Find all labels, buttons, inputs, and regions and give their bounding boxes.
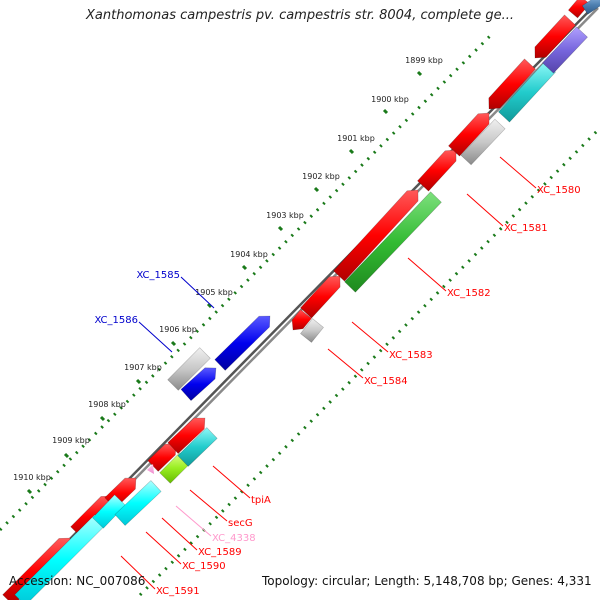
gene-feature-arrow bbox=[448, 112, 490, 157]
summary-text: Topology: circular; Length: 5,148,708 bp… bbox=[262, 574, 592, 588]
gene-leader-line bbox=[466, 193, 504, 227]
gene-leader-line bbox=[407, 257, 447, 292]
scale-tick bbox=[135, 378, 142, 385]
kbp-tick-label: 1900 kbp bbox=[371, 95, 409, 104]
gene-leader-line bbox=[189, 489, 228, 522]
gene-feature-arrow bbox=[214, 315, 271, 371]
gene-leader-line bbox=[351, 321, 389, 353]
kbp-tick-label: 1905 kbp bbox=[195, 288, 233, 297]
gene-feature-arrow bbox=[177, 427, 218, 467]
scale-track-outer bbox=[0, 34, 492, 532]
scale-tick bbox=[170, 340, 177, 347]
kbp-tick-label: 1902 kbp bbox=[302, 172, 340, 181]
gene-label[interactable]: XC_1584 bbox=[364, 376, 408, 387]
gene-leader-line bbox=[212, 465, 251, 499]
gene-feature-arrow bbox=[167, 417, 206, 454]
kbp-tick-label: 1903 kbp bbox=[266, 211, 304, 220]
kbp-tick-label: 1906 kbp bbox=[159, 325, 197, 334]
scale-track-inner bbox=[138, 126, 600, 597]
gene-feature-arrow bbox=[300, 318, 324, 343]
scale-tick bbox=[26, 488, 33, 495]
gene-label[interactable]: XC_1581 bbox=[504, 223, 548, 234]
gene-leader-line bbox=[120, 555, 156, 590]
scale-tick bbox=[416, 70, 423, 77]
gene-leader-line bbox=[499, 156, 537, 189]
kbp-tick-label: 1901 kbp bbox=[337, 134, 375, 143]
kbp-tick-label: 1904 kbp bbox=[230, 250, 268, 259]
gene-label[interactable]: XC_1590 bbox=[182, 561, 226, 572]
scale-tick bbox=[313, 186, 320, 193]
gene-feature-arrow bbox=[167, 347, 211, 391]
kbp-tick-label: 1908 kbp bbox=[88, 400, 126, 409]
gene-feature-arrow bbox=[14, 514, 106, 600]
gene-leader-line bbox=[175, 505, 212, 537]
kbp-tick-label: 1910 kbp bbox=[13, 473, 51, 482]
gene-feature-arrow bbox=[542, 26, 588, 74]
gene-feature-arrow bbox=[300, 275, 341, 319]
scale-tick bbox=[241, 264, 248, 271]
gene-label[interactable]: XC_1580 bbox=[537, 185, 581, 196]
scale-tick bbox=[348, 148, 355, 155]
gene-feature-arrow bbox=[488, 58, 536, 110]
gene-feature-marker bbox=[147, 464, 154, 474]
gene-label[interactable]: XC_1585 bbox=[136, 270, 180, 281]
kbp-tick-label: 1909 kbp bbox=[52, 436, 90, 445]
kbp-tick-label: 1907 kbp bbox=[124, 363, 162, 372]
scale-tick bbox=[99, 415, 106, 422]
gene-leader-line bbox=[327, 348, 364, 379]
scale-tick bbox=[63, 452, 70, 459]
gene-label[interactable]: XC_4338 bbox=[212, 533, 256, 544]
tick-marks bbox=[26, 70, 423, 495]
gene-feature-arrow bbox=[460, 118, 506, 166]
accession-text: Accession: NC_007086 bbox=[9, 574, 146, 588]
gene-feature-arrow bbox=[344, 191, 442, 293]
gene-feature-arrow bbox=[534, 14, 576, 59]
gene-leader-line bbox=[161, 517, 198, 551]
scale-tick bbox=[206, 302, 213, 309]
gene-feature-arrow bbox=[114, 480, 162, 526]
gene-labels: XC_1580 XC_1581 XC_1582 XC_1583 XC_1584 XC_15… bbox=[94, 185, 580, 597]
gene-leader-line bbox=[145, 531, 182, 565]
leader-lines bbox=[120, 156, 537, 590]
kbp-tick-label: 1899 kbp bbox=[405, 56, 443, 65]
gene-feature-arrow bbox=[180, 367, 217, 402]
gene-label[interactable]: secG bbox=[228, 518, 253, 529]
gene-feature-arrow bbox=[291, 309, 312, 331]
scale-tick bbox=[277, 225, 284, 232]
scale-tick bbox=[382, 108, 389, 115]
gene-leader-line bbox=[180, 276, 215, 309]
gene-feature-arrow bbox=[417, 149, 457, 192]
gene-label[interactable]: XC_1589 bbox=[198, 547, 242, 558]
gene-feature-arrow bbox=[333, 189, 419, 282]
gene-feature-arrow bbox=[581, 0, 600, 15]
gene-label[interactable]: XC_1591 bbox=[156, 586, 200, 597]
gene-label[interactable]: tpiA bbox=[251, 495, 271, 506]
gene-leader-line bbox=[138, 321, 173, 353]
gene-label[interactable]: XC_1586 bbox=[94, 315, 138, 326]
gene-label[interactable]: XC_1582 bbox=[447, 288, 491, 299]
gene-label[interactable]: XC_1583 bbox=[389, 350, 433, 361]
map-title: Xanthomonas campestris pv. campestris st… bbox=[86, 8, 514, 23]
tick-labels: 1899 kbp 1900 kbp 1901 kbp 1902 kbp 1903 kbp… bbox=[13, 56, 443, 482]
